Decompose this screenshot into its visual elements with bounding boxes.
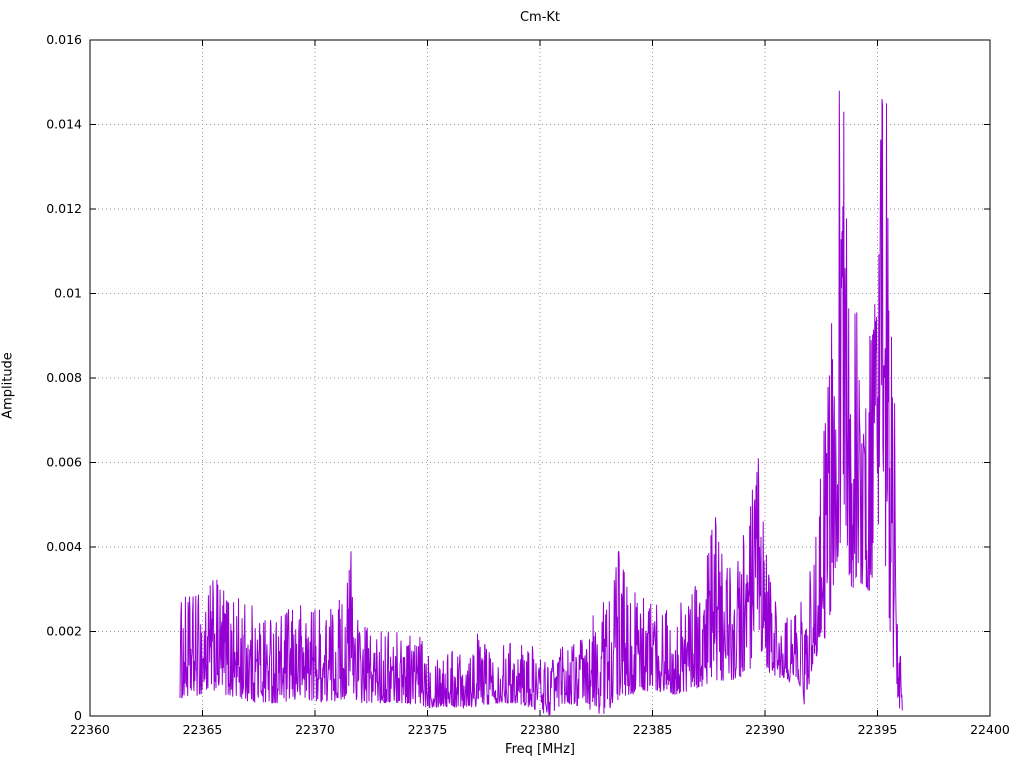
chart-title: Cm-Kt [519, 10, 561, 25]
svg-text:22365: 22365 [183, 722, 223, 737]
svg-text:0.014: 0.014 [46, 117, 82, 132]
axis-ticks [89, 39, 991, 717]
svg-text:0.004: 0.004 [46, 539, 82, 554]
y-tick-labels: 0 0.002 0.004 0.006 0.008 0.01 0.012 0.014 0.016 [46, 32, 82, 723]
svg-text:22375: 22375 [408, 722, 448, 737]
svg-text:0.008: 0.008 [46, 370, 82, 385]
svg-text:0.01: 0.01 [54, 286, 82, 301]
svg-text:0.012: 0.012 [46, 201, 82, 216]
x-axis-label: Freq [MHz] [505, 742, 575, 757]
svg-text:0.002: 0.002 [46, 624, 82, 639]
svg-text:22390: 22390 [745, 722, 785, 737]
svg-text:22360: 22360 [70, 722, 110, 737]
svg-text:22395: 22395 [858, 722, 898, 737]
svg-text:22370: 22370 [295, 722, 335, 737]
svg-text:22385: 22385 [633, 722, 673, 737]
series-line [179, 90, 903, 716]
svg-text:0: 0 [74, 708, 82, 723]
svg-text:0.006: 0.006 [46, 455, 82, 470]
svg-text:22380: 22380 [520, 722, 560, 737]
svg-text:22400: 22400 [970, 722, 1010, 737]
svg-text:0.016: 0.016 [46, 32, 82, 47]
x-tick-labels: 22360 22365 22370 22375 22380 22385 22390 22395… [70, 722, 1010, 737]
